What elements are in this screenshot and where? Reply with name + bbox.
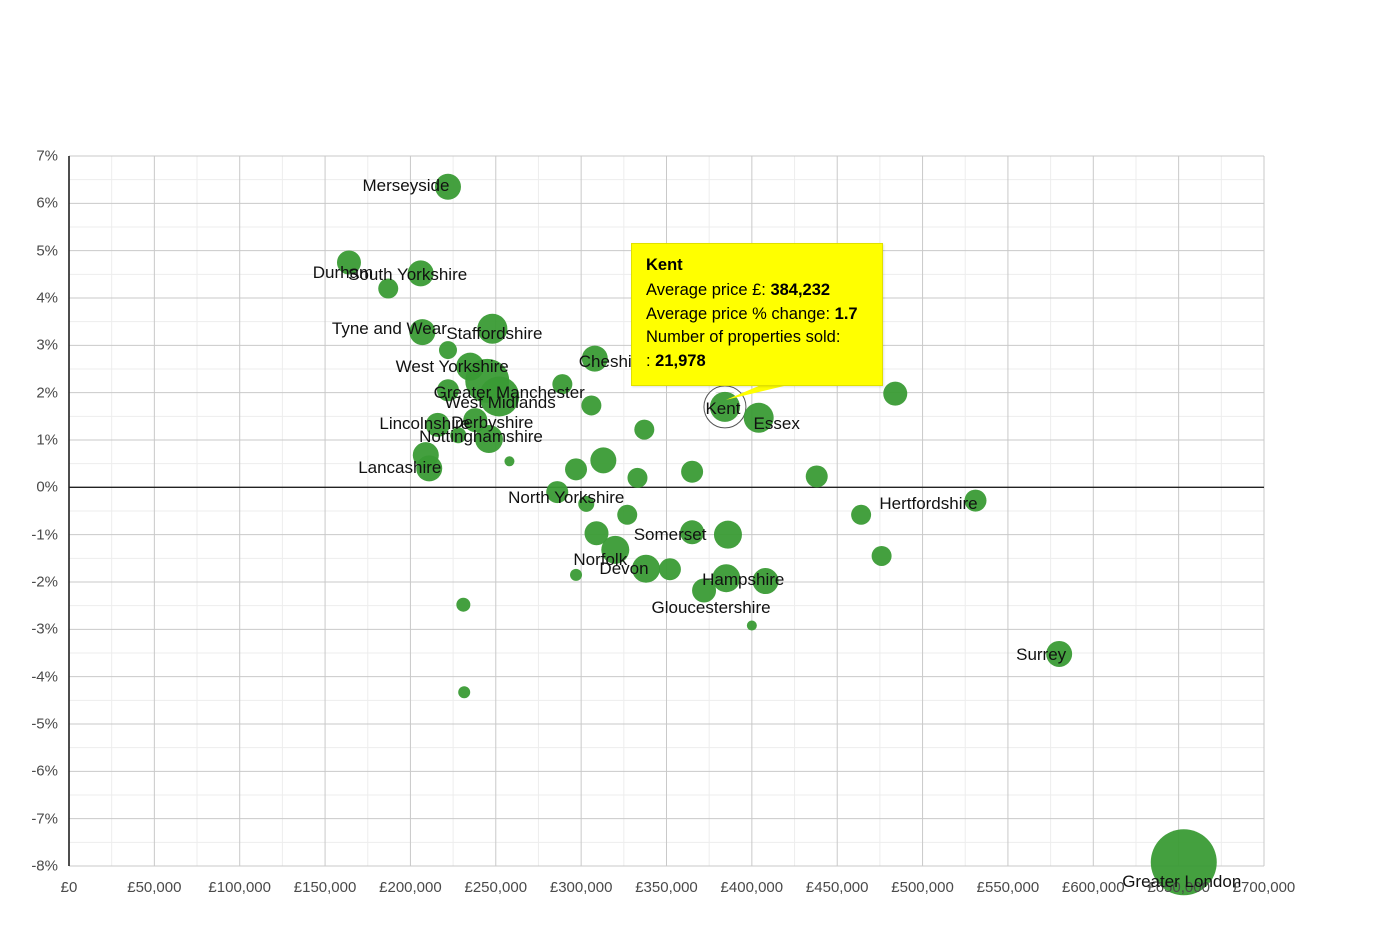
tooltip-row-label: Average price % change:: [646, 304, 831, 323]
x-tick-label: £450,000: [805, 879, 869, 896]
y-tick-label: -4%: [31, 668, 58, 686]
tooltip-row-value: 1.7: [830, 304, 858, 323]
x-tick-label: £600,000: [1061, 879, 1125, 896]
bubble-series: [336, 173, 1217, 896]
kent-tooltip: Kent Average price £: 384,232 Average pri…: [631, 243, 883, 387]
x-tick-label: £100,000: [208, 879, 271, 896]
y-tick-label: -5%: [31, 715, 58, 733]
x-tick-label: £200,000: [379, 879, 442, 896]
tooltip-row: : 21,978: [646, 350, 870, 373]
y-tick-label: -7%: [31, 810, 58, 828]
y-tick-label: -2%: [31, 573, 58, 591]
y-tick-label: 4%: [36, 289, 58, 307]
y-tick-label: -6%: [31, 762, 58, 780]
x-tick-label: £150,000: [293, 879, 357, 896]
tooltip-title: Kent: [646, 256, 683, 274]
x-tick-label: £0: [60, 879, 78, 896]
tooltip-row-label: Number of properties sold:: [646, 328, 841, 347]
tooltip-row-label: Average price £:: [646, 281, 766, 300]
x-tick-label: £500,000: [891, 879, 954, 896]
tooltip-row: Average price £: 384,232: [646, 279, 870, 302]
x-tick-label: £700,000: [1232, 879, 1296, 896]
tooltip-row: Average price % change: 1.7: [646, 303, 870, 326]
tooltip-row: Number of properties sold:: [646, 326, 870, 349]
y-tick-label: 6%: [36, 194, 58, 212]
y-tick-label: -8%: [31, 857, 58, 875]
x-tick-label: £350,000: [635, 879, 698, 896]
tooltip-row-value: 21,978: [650, 351, 706, 370]
y-tick-label: 5%: [36, 242, 58, 260]
x-tick-label: £550,000: [976, 879, 1040, 896]
x-tick-label: £250,000: [464, 879, 528, 896]
y-tick-label: 2%: [36, 384, 58, 402]
x-tick-label: £650,000: [1147, 879, 1210, 896]
x-tick-label: £400,000: [720, 879, 784, 896]
y-tick-label: 1%: [36, 431, 58, 449]
y-tick-label: -3%: [31, 620, 58, 638]
y-tick-label: 7%: [36, 147, 58, 165]
tooltip-rows: Average price £: 384,232 Average price % …: [646, 279, 870, 373]
tooltip-row-label: :: [646, 351, 651, 370]
x-tick-label: £300,000: [549, 879, 613, 896]
y-tick-label: 0%: [36, 478, 58, 496]
y-tick-label: 3%: [36, 336, 58, 354]
tooltip-pointer: [725, 376, 826, 400]
x-tick-label: £50,000: [127, 879, 182, 896]
tooltip-row-value: 384,232: [765, 281, 831, 300]
y-tick-label: -1%: [31, 526, 58, 544]
